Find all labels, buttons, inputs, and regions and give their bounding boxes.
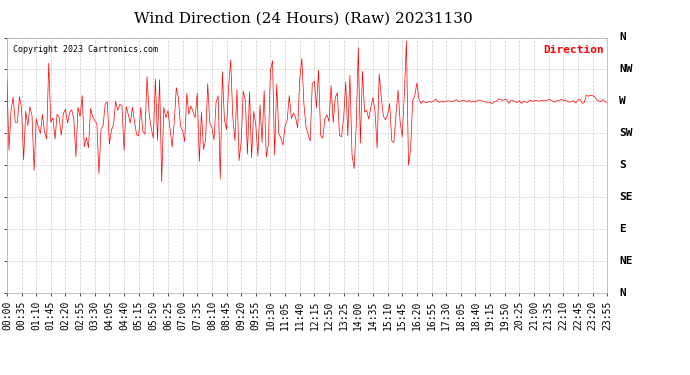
Text: SW: SW <box>619 128 633 138</box>
Text: SE: SE <box>619 192 633 202</box>
Text: Wind Direction (24 Hours) (Raw) 20231130: Wind Direction (24 Hours) (Raw) 20231130 <box>135 11 473 25</box>
Text: S: S <box>619 160 626 170</box>
Text: E: E <box>619 224 626 234</box>
Text: N: N <box>619 33 626 42</box>
Text: NE: NE <box>619 256 633 266</box>
Text: Copyright 2023 Cartronics.com: Copyright 2023 Cartronics.com <box>13 45 158 54</box>
Text: N: N <box>619 288 626 297</box>
Text: NW: NW <box>619 64 633 74</box>
Text: Direction: Direction <box>544 45 604 55</box>
Text: W: W <box>619 96 626 106</box>
